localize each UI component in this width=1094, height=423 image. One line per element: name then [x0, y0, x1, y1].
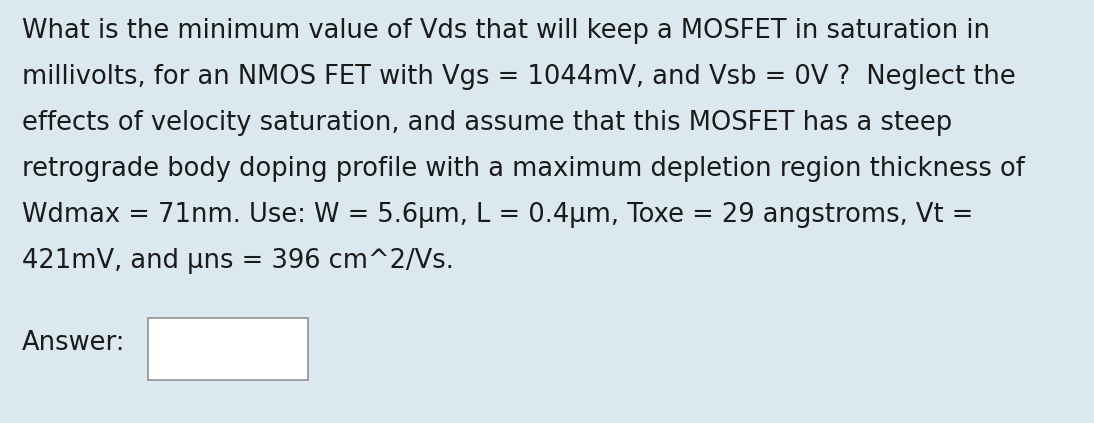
Text: 421mV, and μns = 396 cm^2/Vs.: 421mV, and μns = 396 cm^2/Vs. — [22, 248, 454, 274]
Text: Answer:: Answer: — [22, 330, 126, 356]
Bar — [148, 318, 309, 380]
Text: retrograde body doping profile with a maximum depletion region thickness of: retrograde body doping profile with a ma… — [22, 156, 1025, 182]
Text: Wdmax = 71nm. Use: W = 5.6μm, L = 0.4μm, Toxe = 29 angstroms, Vt =: Wdmax = 71nm. Use: W = 5.6μm, L = 0.4μm,… — [22, 202, 974, 228]
Text: millivolts, for an NMOS FET with Vgs = 1044mV, and Vsb = 0V ?  Neglect the: millivolts, for an NMOS FET with Vgs = 1… — [22, 64, 1015, 90]
Text: effects of velocity saturation, and assume that this MOSFET has a steep: effects of velocity saturation, and assu… — [22, 110, 952, 136]
Text: What is the minimum value of Vds that will keep a MOSFET in saturation in: What is the minimum value of Vds that wi… — [22, 18, 990, 44]
